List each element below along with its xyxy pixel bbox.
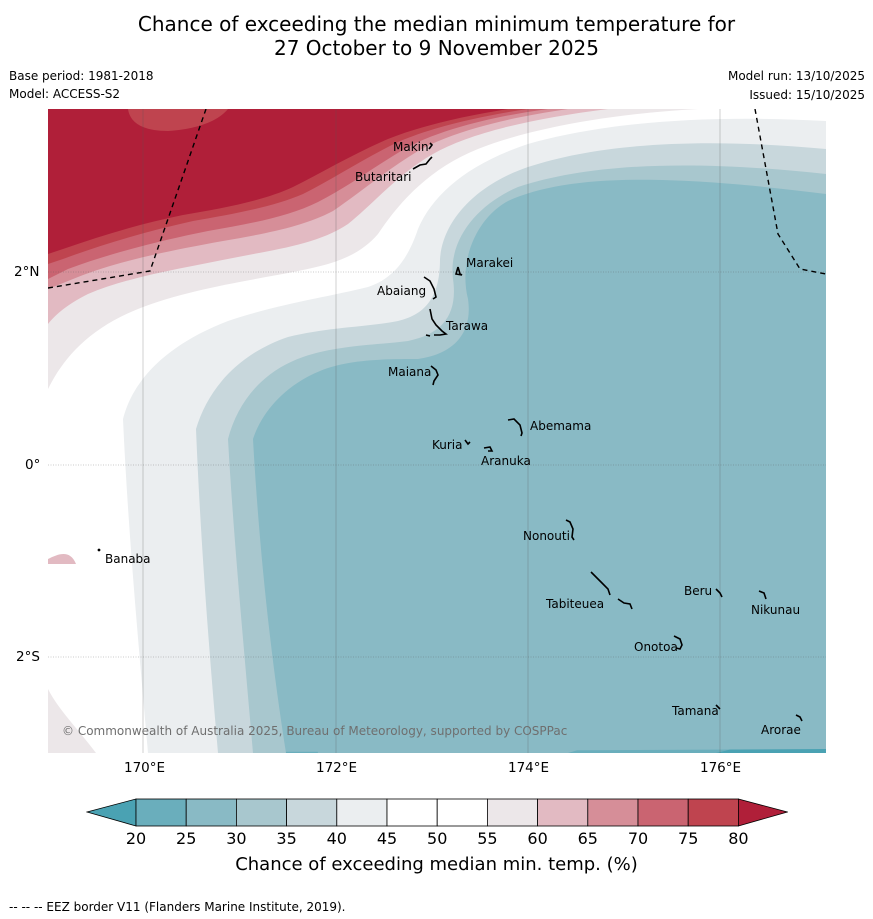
place-label-nikunau: Nikunau [751, 603, 801, 617]
colorbar [86, 798, 788, 827]
colorbar-tick-label: 30 [226, 829, 247, 848]
colorbar-segment [336, 798, 388, 827]
x-tick-174e: 174°E [508, 760, 550, 776]
colorbar-tick-label: 70 [627, 829, 649, 848]
place-label-tamana: Tamana [672, 704, 719, 718]
place-label-aranuka: Aranuka [481, 454, 531, 468]
place-label-beru: Beru [684, 584, 713, 598]
eez-border [47, 108, 827, 289]
band-55-60 [48, 109, 698, 753]
colorbar-segment [537, 798, 589, 827]
colorbar-segment [235, 798, 287, 827]
place-label-tabiteuea: Tabiteuea [546, 597, 605, 611]
colorbar-tick-label: 65 [577, 829, 598, 848]
base-period-text: Base period: 1981-2018 [9, 69, 154, 83]
colorbar-segment [386, 798, 438, 827]
place-label-maiana: Maiana [388, 365, 432, 379]
place-label-makin: Makin [393, 140, 429, 154]
issued-text: Issued: 15/10/2025 [749, 88, 865, 102]
place-label-marakei: Marakei [466, 256, 514, 270]
x-tick-170e: 170°E [124, 760, 166, 776]
colorbar-tick-label: 80 [728, 829, 749, 848]
colorbar-tick-label: 60 [527, 829, 548, 848]
place-label-nonouti: Nonouti [523, 529, 570, 543]
colorbar-segment [185, 798, 237, 827]
colorbar-tick-label: 50 [427, 829, 448, 848]
colorbar-extend-low [86, 798, 137, 827]
colorbar-label: Chance of exceeding median min. temp. (%… [235, 854, 638, 875]
colorbar-segment [587, 798, 639, 827]
colorbar-segment [637, 798, 689, 827]
y-tick-2n: 2°N [14, 264, 40, 280]
y-tick-2s: 2°S [16, 649, 40, 665]
model-run-text: Model run: 13/10/2025 [727, 69, 865, 83]
map-title-line-1: Chance of exceeding the median minimum t… [137, 12, 736, 36]
colorbar-segment [436, 798, 488, 827]
graticule [142, 109, 721, 753]
colorbar-tick-label: 35 [276, 829, 297, 848]
map-title-line-2: 27 October to 9 November 2025 [273, 36, 600, 60]
colorbar-tick-label: 25 [176, 829, 197, 848]
colorbar-tick-label: 20 [125, 829, 147, 848]
place-label-tarawa: Tarawa [446, 319, 489, 333]
place-label-abemama: Abemama [530, 419, 592, 433]
model-text: Model: ACCESS-S2 [9, 87, 121, 101]
x-tick-172e: 172°E [316, 760, 358, 776]
colorbar-tick-label: 75 [678, 829, 699, 848]
colorbar-segment [135, 798, 187, 827]
colorbar-tick-label: 45 [376, 829, 398, 848]
y-tick-0: 0° [25, 457, 41, 473]
colorbar-segment [687, 798, 739, 827]
x-tick-176e: 176°E [700, 760, 742, 776]
band-80-plus [48, 109, 508, 254]
map-panel[interactable] [47, 108, 827, 753]
colorbar-tick-label: 40 [326, 829, 347, 848]
place-label-arorae: Arorae [761, 723, 801, 737]
place-label-onotoa: Onotoa [634, 640, 678, 654]
graticule-lat [48, 271, 826, 658]
place-label-abaiang: Abaiang [377, 284, 427, 298]
place-label-butaritari: Butaritari [355, 170, 412, 184]
place-label-banaba: Banaba [105, 552, 151, 566]
colorbar-segment [286, 798, 338, 827]
island-outlines [97, 142, 803, 722]
colorbar-segment [486, 798, 538, 827]
place-label-kuria: Kuria [432, 438, 463, 452]
copyright-notice: © Commonwealth of Australia 2025, Bureau… [62, 724, 568, 738]
colorbar-extend-high [738, 798, 788, 827]
colorbar-tick-label: 55 [477, 829, 498, 848]
map-canvas [47, 108, 827, 753]
eez-legend-note: -- -- -- EEZ border V11 (Flanders Marine… [9, 900, 346, 914]
